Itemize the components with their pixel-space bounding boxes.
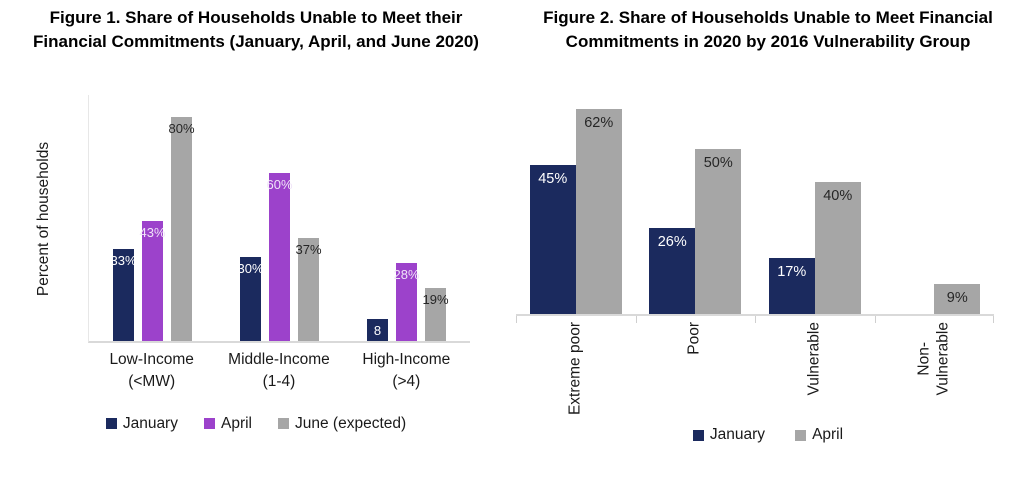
figure-1-y-axis: Percent of households [0,95,88,343]
bar-group-middle-income-1-4: 30% 60% 37% [216,173,343,342]
x-axis-label: Poor [685,322,703,355]
legend-item-june-expected: June (expected) [278,415,406,433]
legend-swatch-icon [203,418,215,430]
figure-2-panel: Figure 2. Share of Households Unable to … [512,0,1024,494]
bar-april-high-income-4: 28% [393,263,420,342]
legend-item-january: January [105,414,178,433]
figure-1-y-axis-label: Percent of households [35,142,52,297]
figure-1-x-axis-labels: Low-Income (<MW) Middle-Income (1-4) High-… [88,349,470,392]
axis-tick [993,316,994,324]
bar-group-poor: 26% 50% [636,149,756,315]
legend-label: January [709,426,766,444]
legend-item-april: April [203,414,252,433]
bar-june-expected-low-income-mw: 80% [168,117,195,342]
x-axis-category-high-income-4: High-Income (>4) [343,349,470,392]
bar-june-expected-high-income-4: 19% [422,288,449,342]
bar-value-label: 62% [584,115,614,132]
figure-2-legend: January April [512,426,1024,444]
bar-january-middle-income-1-4: 30% [237,257,264,342]
figure-2-chart-row: 45% 62% 26% 50% 17% 40% 9% [516,89,995,324]
legend-swatch-icon [105,418,117,430]
axis-tick [635,316,637,324]
bar-value-label: 26% [657,234,687,251]
bar-value-label: 43% [139,225,166,241]
bar-april-poor: 50% [695,149,742,315]
bar-group-low-income-mw: 33% 43% 80% [89,117,216,342]
bar-january-high-income-4: 8 [367,319,388,342]
bar-value-label: 45% [538,171,568,188]
bar-value-label: 80% [168,121,195,137]
bar-january-extreme-poor: 45% [529,165,576,315]
x-axis-category-poor: Poor [636,316,756,428]
x-axis-category-non-vulnerable: Non- Vulnerable [875,316,995,428]
x-axis-label: Extreme poor [566,322,584,416]
bar-group-high-income-4: 8 28% 19% [343,263,470,342]
figure-1-chart-row: Percent of households 33% 43% 80% 30% 60% 37%… [0,95,470,344]
figure-2-x-axis-labels: Extreme poor Poor Vulnerable Non- Vulnerabl… [516,316,994,428]
legend-label: June (expected) [295,414,407,432]
bar-value-label: 60% [266,177,293,193]
bar-april-low-income-mw: 43% [139,221,166,342]
bar-april-middle-income-1-4: 60% [266,173,293,342]
bar-value-label: 8 [373,323,382,339]
bar-value-label: 9% [946,290,968,307]
axis-tick [874,316,876,324]
bar-value-label: 19% [422,292,449,308]
x-axis-label: Low-Income (<MW) [109,351,194,390]
x-axis-label: Middle-Income (1-4) [228,351,330,390]
legend-label: April [812,426,844,444]
x-axis-category-low-income-mw: Low-Income (<MW) [88,349,215,392]
x-axis-category-vulnerable: Vulnerable [755,316,875,428]
bar-group-vulnerable: 17% 40% [755,182,875,315]
figure-1-title: Figure 1. Share of Households Unable to … [33,8,479,52]
bar-april-extreme-poor: 62% [575,109,622,315]
bar-june-expected-middle-income-1-4: 37% [295,238,322,342]
figure-1-plot-area: 33% 43% 80% 30% 60% 37% 8 28% 19% [88,95,470,344]
x-axis-category-middle-income-1-4: Middle-Income (1-4) [215,349,342,392]
bar-value-label: 17% [777,264,807,281]
bar-january-vulnerable: 17% [768,258,815,315]
figure-1-panel: Figure 1. Share of Households Unable to … [0,8,512,433]
figure-2-plot-area: 45% 62% 26% 50% 17% 40% 9% [516,89,995,324]
bar-group-non-vulnerable: 9% [875,284,995,315]
legend-item-april: April [795,426,843,444]
bar-value-label: 28% [393,267,420,283]
figure-2-title: Figure 2. Share of Households Unable to … [543,8,993,52]
x-axis-category-extreme-poor: Extreme poor [516,316,636,428]
bar-january-poor: 26% [649,228,696,315]
bar-value-label: 33% [110,253,137,269]
legend-swatch-icon [278,418,289,430]
legend-swatch-icon [692,429,704,441]
legend-label: April [220,414,252,432]
legend-item-january: January [692,426,766,444]
legend-swatch-icon [795,429,807,441]
bar-value-label: 30% [237,261,264,277]
bar-april-non-vulnerable: 9% [934,284,981,315]
bar-value-label: 37% [295,242,322,258]
axis-tick [755,316,756,324]
legend-label: January [122,414,178,432]
x-axis-label: Non- Vulnerable [915,322,952,396]
bar-april-vulnerable: 40% [814,182,861,315]
bar-group-extreme-poor: 45% 62% [516,109,636,315]
bar-value-label: 40% [823,188,853,205]
bar-value-label: 50% [703,155,733,172]
figure-1-legend: January April June (expected) [0,415,512,433]
x-axis-label: Vulnerable [805,322,823,396]
axis-tick [516,316,517,324]
x-axis-label: High-Income (>4) [362,351,451,390]
bar-january-low-income-mw: 33% [110,249,137,342]
